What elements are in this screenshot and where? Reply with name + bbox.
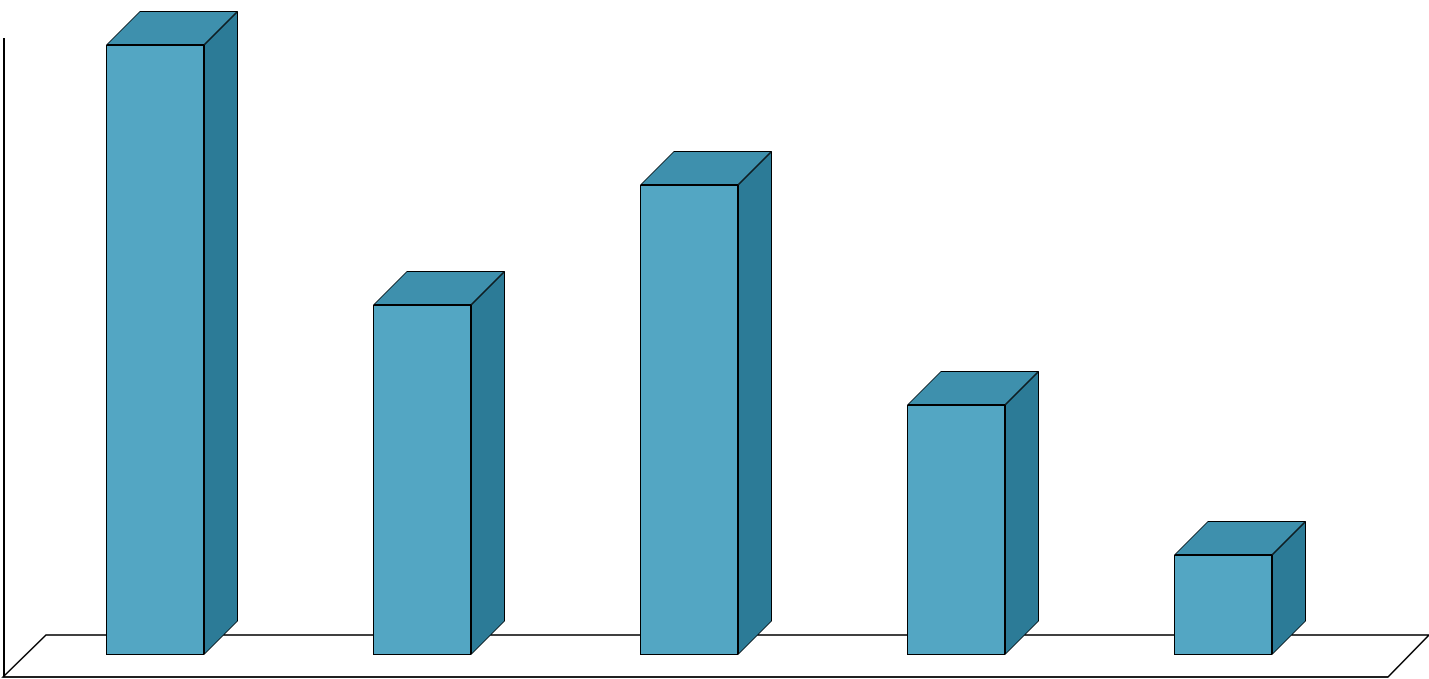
bar-front xyxy=(106,45,204,655)
bar-front xyxy=(640,185,738,655)
bar-5 xyxy=(1174,555,1306,655)
bar-side xyxy=(738,151,772,655)
y-axis-line xyxy=(3,38,5,676)
bar-side xyxy=(1005,371,1039,655)
bar-front xyxy=(907,405,1005,655)
bar-1 xyxy=(106,45,238,655)
bar-3 xyxy=(640,185,772,655)
bar-front xyxy=(1174,555,1272,655)
bar-front xyxy=(373,305,471,655)
bar-side xyxy=(471,271,505,655)
bar-4 xyxy=(907,405,1039,655)
bar-chart-3d xyxy=(0,0,1429,679)
bar-side xyxy=(204,11,238,655)
bar-2 xyxy=(373,305,505,655)
